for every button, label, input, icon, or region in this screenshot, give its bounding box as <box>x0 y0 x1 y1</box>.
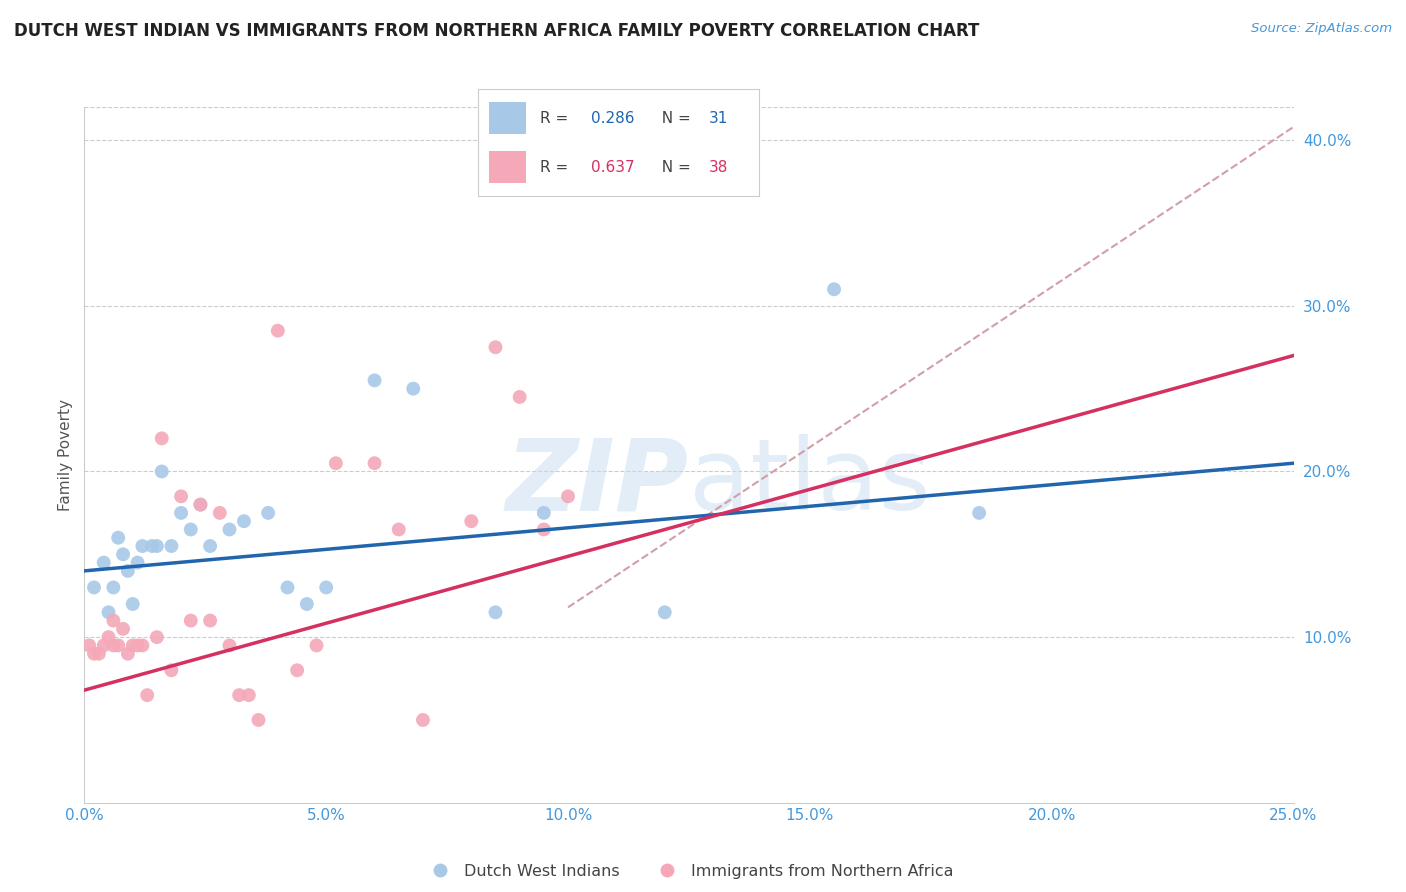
Point <box>484 340 506 354</box>
Text: atlas: atlas <box>689 434 931 532</box>
Point <box>363 373 385 387</box>
Point <box>654 605 676 619</box>
Point <box>218 639 240 653</box>
Point <box>136 688 159 702</box>
Point <box>131 539 153 553</box>
Point <box>325 456 347 470</box>
Point <box>127 639 149 653</box>
Point <box>112 622 135 636</box>
Point <box>190 498 212 512</box>
Point <box>402 382 425 396</box>
Point <box>121 597 143 611</box>
Point <box>557 489 579 503</box>
Point <box>146 630 169 644</box>
Point <box>131 639 153 653</box>
Point <box>146 539 169 553</box>
Bar <box>489 102 526 134</box>
Point <box>228 688 250 702</box>
Point <box>127 556 149 570</box>
Point <box>363 456 385 470</box>
Point <box>170 489 193 503</box>
Point <box>93 556 115 570</box>
Y-axis label: Family Poverty: Family Poverty <box>58 399 73 511</box>
Point <box>93 639 115 653</box>
Point <box>180 614 202 628</box>
Point <box>160 663 183 677</box>
Point <box>276 581 298 595</box>
Point <box>87 647 110 661</box>
Text: DUTCH WEST INDIAN VS IMMIGRANTS FROM NORTHERN AFRICA FAMILY POVERTY CORRELATION : DUTCH WEST INDIAN VS IMMIGRANTS FROM NOR… <box>14 22 980 40</box>
Point <box>107 531 129 545</box>
Bar <box>489 152 526 184</box>
Text: R =: R = <box>540 111 574 126</box>
Point <box>509 390 531 404</box>
Point <box>233 514 256 528</box>
Text: N =: N = <box>652 160 696 175</box>
Point <box>83 581 105 595</box>
Point <box>77 639 100 653</box>
Point <box>305 639 328 653</box>
Point <box>238 688 260 702</box>
Point <box>103 581 125 595</box>
Legend: Dutch West Indians, Immigrants from Northern Africa: Dutch West Indians, Immigrants from Nort… <box>418 857 960 885</box>
Text: R =: R = <box>540 160 574 175</box>
Point <box>823 282 845 296</box>
Point <box>460 514 482 528</box>
Point <box>533 506 555 520</box>
Point <box>107 639 129 653</box>
Point <box>198 539 221 553</box>
Point <box>967 506 990 520</box>
Point <box>141 539 163 553</box>
Point <box>295 597 318 611</box>
Point <box>103 614 125 628</box>
Text: 0.637: 0.637 <box>591 160 634 175</box>
Point <box>198 614 221 628</box>
Point <box>533 523 555 537</box>
Point <box>150 431 173 445</box>
Point <box>218 523 240 537</box>
Point <box>103 639 125 653</box>
Point <box>315 581 337 595</box>
Text: Source: ZipAtlas.com: Source: ZipAtlas.com <box>1251 22 1392 36</box>
Point <box>180 523 202 537</box>
Point <box>97 630 120 644</box>
Point <box>150 465 173 479</box>
Point <box>117 564 139 578</box>
Point <box>388 523 411 537</box>
Point <box>117 647 139 661</box>
Point <box>160 539 183 553</box>
Point <box>267 324 290 338</box>
Text: 38: 38 <box>709 160 728 175</box>
Point <box>257 506 280 520</box>
Point <box>484 605 506 619</box>
Text: ZIP: ZIP <box>506 434 689 532</box>
Point <box>190 498 212 512</box>
Point <box>97 605 120 619</box>
Point <box>285 663 308 677</box>
Text: 0.286: 0.286 <box>591 111 634 126</box>
Point <box>247 713 270 727</box>
Point <box>83 647 105 661</box>
Point <box>170 506 193 520</box>
Text: 31: 31 <box>709 111 728 126</box>
Point <box>208 506 231 520</box>
Point <box>412 713 434 727</box>
Point <box>121 639 143 653</box>
Text: N =: N = <box>652 111 696 126</box>
Point <box>112 547 135 561</box>
